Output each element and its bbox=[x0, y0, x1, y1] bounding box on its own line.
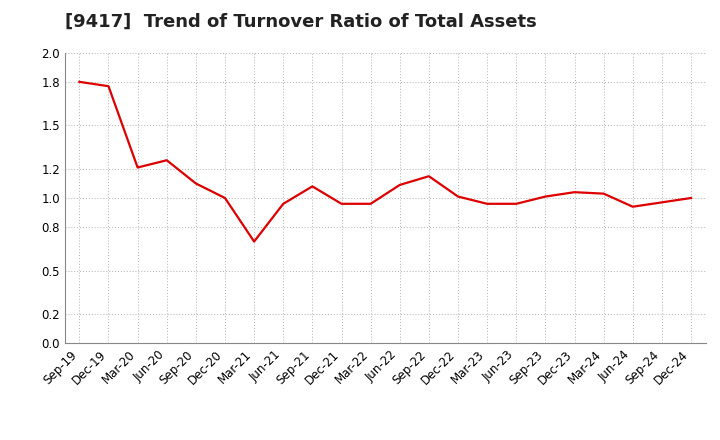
Text: [9417]  Trend of Turnover Ratio of Total Assets: [9417] Trend of Turnover Ratio of Total … bbox=[65, 13, 536, 31]
